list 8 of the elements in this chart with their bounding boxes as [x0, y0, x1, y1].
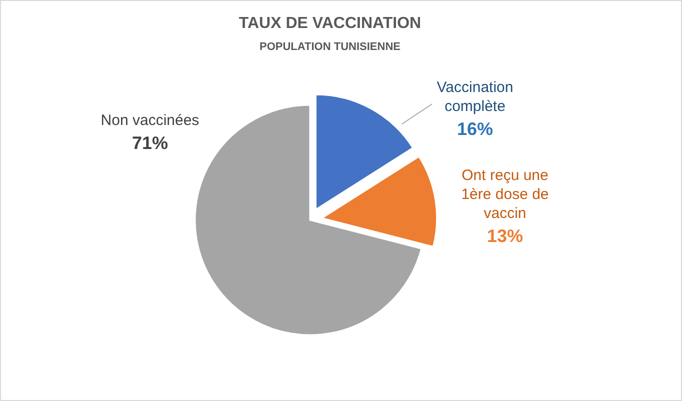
data-label: 13%: [486, 226, 524, 246]
slice-label: Non vaccinées: [100, 112, 200, 129]
slice-label: Vaccination complète: [436, 79, 514, 115]
slice-label: Ont reçu une 1ère dose de vaccin: [461, 167, 549, 222]
data-label: 71%: [132, 133, 168, 153]
chart-title: TAUX DE VACCINATION: [238, 15, 422, 32]
chart-subtitle: POPULATION TUNISIENNE: [260, 41, 400, 53]
data-label: 16%: [456, 119, 494, 139]
